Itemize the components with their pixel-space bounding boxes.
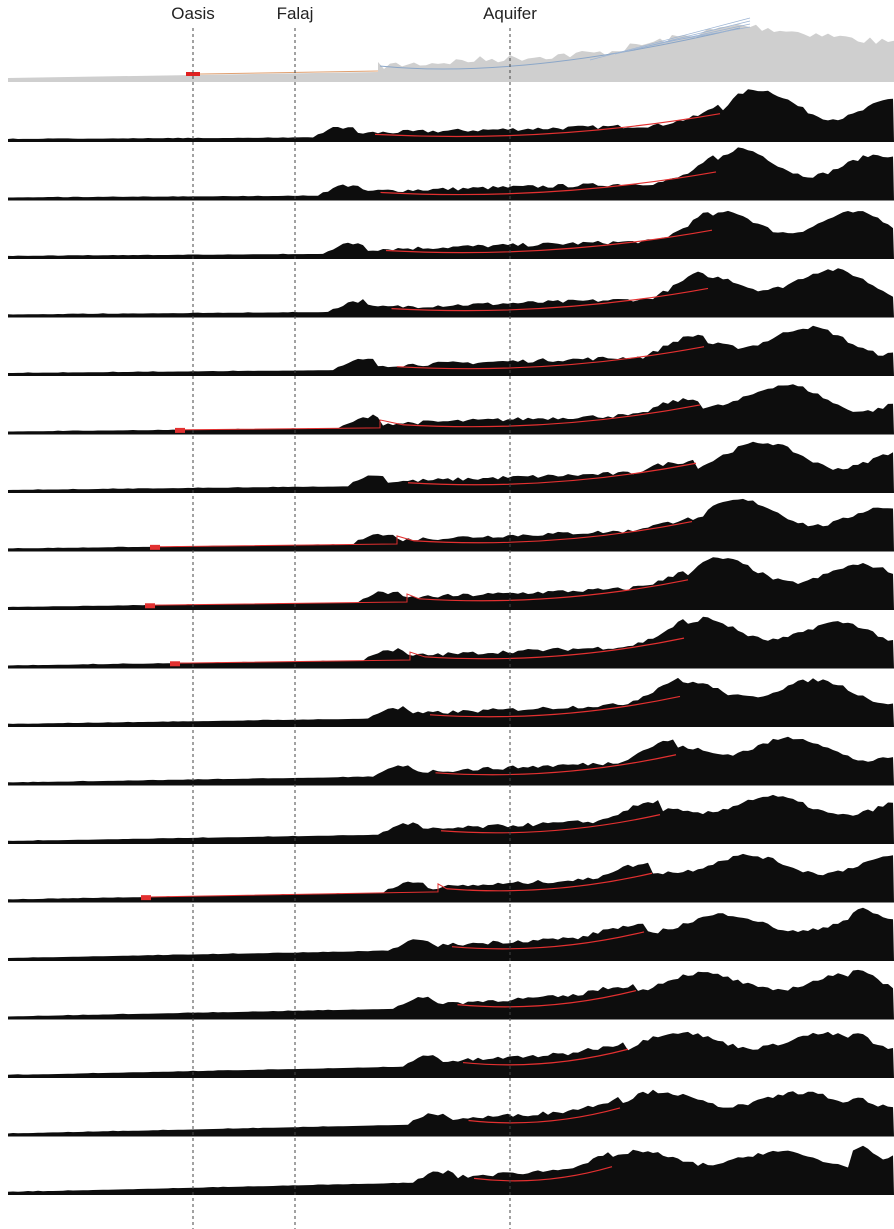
aquifer-curve [380, 171, 717, 196]
terrain-profile [8, 616, 894, 669]
aquifer-curve [407, 462, 697, 486]
terrain-profile [8, 794, 894, 844]
oasis-mark [141, 895, 151, 901]
terrain-profile [8, 969, 894, 1020]
aquifer-curve [468, 1107, 621, 1124]
terrain-profile [8, 498, 894, 552]
aquifer-curve [413, 520, 693, 544]
terrain-profile [8, 147, 894, 201]
falaj-channel [149, 535, 414, 548]
terrain-profile [8, 1089, 894, 1137]
profiles [8, 17, 894, 1195]
guides [192, 28, 511, 1229]
terrain-profile [8, 1031, 894, 1078]
terrain-profile [8, 736, 894, 786]
overview-flow [639, 23, 751, 49]
aquifer-curve [462, 1048, 629, 1066]
label: Aquifer [483, 4, 537, 23]
overview-aquifer [379, 27, 741, 70]
aquifer-curve [457, 989, 637, 1008]
overview-flow [614, 20, 751, 55]
label: Oasis [171, 4, 214, 23]
terrain-profile [8, 384, 894, 435]
aquifer-curve [396, 346, 705, 370]
overview-terrain [8, 24, 894, 83]
overview-flow [664, 26, 751, 43]
falaj-channel [140, 883, 447, 898]
overview-flow [589, 17, 751, 61]
aquifer-curve [391, 287, 709, 312]
aquifer-curve [440, 814, 661, 834]
terrain-profile [8, 89, 894, 142]
aquifer-curve [429, 695, 681, 718]
oasis-mark [150, 544, 160, 550]
aquifer-curve [385, 229, 713, 254]
overview-channel [199, 70, 379, 75]
falaj-channel [169, 651, 425, 664]
oasis-mark [145, 603, 155, 609]
terrain-profile [8, 557, 894, 610]
oasis-mark [170, 661, 180, 667]
aquifer-curve [374, 113, 721, 138]
aquifer-curve [473, 1166, 613, 1182]
terrain-profile [8, 210, 894, 259]
terrain-profile [8, 907, 894, 961]
terrain-profile [8, 268, 894, 318]
falaj-channel [174, 419, 403, 431]
aquifer-curve [451, 931, 645, 950]
terrain-profile [8, 853, 894, 903]
aquifer-curve [446, 872, 653, 892]
terrain-profile [8, 325, 894, 376]
terrain-profile [8, 677, 894, 727]
overview-oasis [186, 72, 200, 76]
terrain-profile [8, 441, 894, 493]
label: Falaj [277, 4, 314, 23]
aquifer-curve [418, 579, 689, 602]
aquifer-curve [424, 637, 685, 660]
aquifer-curve [435, 754, 677, 776]
falaj-channel [144, 593, 420, 606]
terrain-profile [8, 1145, 894, 1195]
aquifer-curve [402, 404, 701, 428]
oasis-mark [175, 427, 185, 433]
